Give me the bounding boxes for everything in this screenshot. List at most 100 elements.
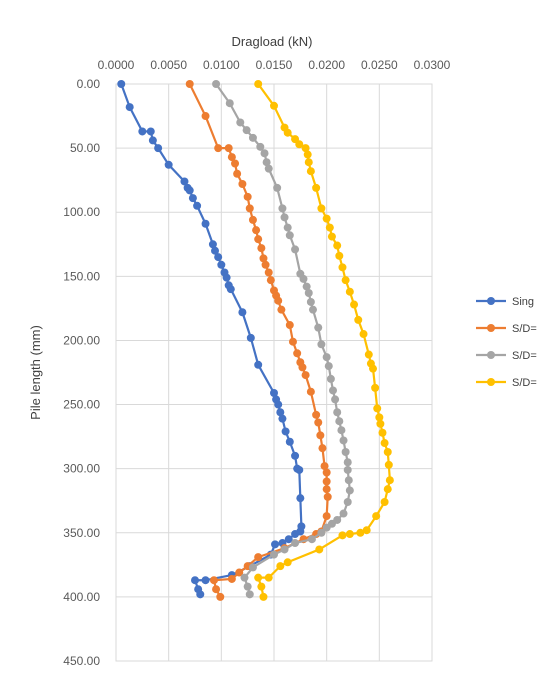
data-point <box>248 215 257 224</box>
legend: Sing S/D= S/D= S/D= <box>476 296 537 389</box>
data-point <box>262 158 271 167</box>
data-point <box>212 585 221 594</box>
data-point <box>317 204 326 213</box>
data-point <box>277 305 286 314</box>
data-point <box>331 395 340 404</box>
data-point <box>293 349 302 358</box>
data-point <box>322 477 331 486</box>
data-point <box>383 447 392 456</box>
data-point <box>260 149 269 158</box>
data-point <box>146 127 155 136</box>
data-point <box>322 353 331 362</box>
data-point <box>296 494 305 503</box>
data-point <box>341 276 350 285</box>
series-layer <box>117 80 394 601</box>
data-point <box>312 410 321 419</box>
data-point <box>304 158 313 167</box>
data-point <box>259 592 268 601</box>
data-point <box>338 531 347 540</box>
data-point <box>326 374 335 383</box>
data-point <box>343 498 352 507</box>
data-point <box>322 523 331 532</box>
data-point <box>231 159 240 168</box>
x-axis-title: Dragload (kN) <box>232 34 313 49</box>
data-point <box>154 144 163 153</box>
data-point <box>333 241 342 250</box>
data-point <box>274 296 283 305</box>
x-tick-label: 0.0000 <box>98 58 135 72</box>
data-point <box>254 573 263 582</box>
data-point <box>270 389 278 398</box>
data-point <box>362 526 371 535</box>
data-point <box>301 371 310 380</box>
data-point <box>308 305 317 314</box>
legend-marker <box>487 378 495 386</box>
data-point <box>371 383 380 392</box>
data-point <box>295 140 304 149</box>
data-point <box>227 153 236 162</box>
plot-frame <box>115 83 433 662</box>
data-point <box>276 562 285 571</box>
data-point <box>338 263 347 272</box>
data-point <box>350 300 359 309</box>
data-point <box>238 180 247 189</box>
data-point <box>280 213 289 222</box>
data-point <box>354 315 363 324</box>
data-point <box>316 431 325 440</box>
legend-marker <box>487 297 495 305</box>
data-point <box>208 240 217 249</box>
data-point <box>201 219 210 228</box>
data-point <box>306 297 315 306</box>
data-point <box>344 476 353 485</box>
data-point <box>380 498 389 507</box>
legend-item: S/D= <box>476 350 537 362</box>
y-tick-labels: 0.00 50.00 100.00 150.00 200.00 250.00 300.00 3… <box>63 77 100 668</box>
data-point <box>295 465 304 474</box>
data-point <box>224 144 233 153</box>
data-point <box>314 418 323 427</box>
data-point <box>117 80 126 88</box>
data-point <box>301 144 310 153</box>
y-tick-label: 100.00 <box>63 205 100 219</box>
data-point <box>364 350 373 359</box>
x-tick-label: 0.0250 <box>361 58 398 72</box>
data-point <box>320 462 329 471</box>
data-point <box>245 204 254 213</box>
data-point <box>322 512 331 521</box>
data-point <box>324 362 333 371</box>
data-point <box>240 573 249 582</box>
data-point <box>225 99 234 108</box>
data-point <box>138 127 147 136</box>
data-point <box>322 485 331 494</box>
data-point <box>273 183 282 192</box>
data-point <box>283 558 292 567</box>
data-point <box>214 253 223 262</box>
data-point <box>378 428 387 437</box>
data-point <box>248 133 257 142</box>
data-point <box>285 231 294 240</box>
data-point <box>185 186 194 195</box>
data-point <box>322 214 331 223</box>
legend-marker <box>487 324 495 332</box>
data-point <box>274 400 283 409</box>
legend-item: Sing <box>476 296 534 308</box>
data-point <box>291 451 300 460</box>
data-point <box>306 167 315 176</box>
data-point <box>216 592 225 601</box>
data-point <box>188 194 197 203</box>
x-tick-label: 0.0050 <box>150 58 187 72</box>
data-point <box>201 112 210 121</box>
data-point <box>343 465 352 474</box>
data-point <box>235 568 244 577</box>
data-point <box>257 582 266 591</box>
data-point <box>315 545 324 554</box>
data-point <box>375 413 384 422</box>
x-tick-label: 0.0150 <box>256 58 293 72</box>
data-point <box>317 340 326 349</box>
data-point <box>233 169 242 178</box>
y-tick-label: 150.00 <box>63 269 100 283</box>
data-point <box>278 414 287 423</box>
data-point <box>261 260 270 269</box>
data-point <box>314 323 323 332</box>
